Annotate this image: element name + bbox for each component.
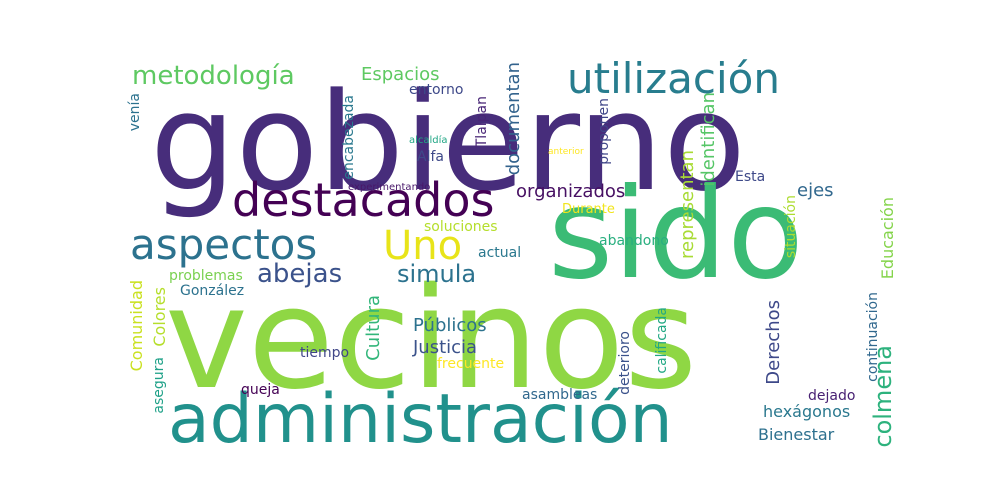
word-13: organizados <box>516 181 626 202</box>
word-26: entorno <box>409 82 464 98</box>
word-51: asambleas <box>522 387 598 403</box>
word-19: Cultura <box>363 295 384 361</box>
word-1: vecinos <box>165 258 698 421</box>
word-16: representan <box>677 150 698 259</box>
word-36: ejes <box>797 180 834 201</box>
word-6: aspectos <box>130 220 318 269</box>
word-3: administración <box>168 380 673 459</box>
word-45: tiempo <box>300 345 350 361</box>
word-9: abejas <box>257 259 343 289</box>
word-30: proponen <box>596 98 612 165</box>
word-44: continuación <box>865 292 881 382</box>
word-25: Colores <box>150 287 169 347</box>
word-10: simula <box>397 260 477 288</box>
word-28: venía <box>127 93 143 132</box>
word-18: Justicia <box>413 337 478 358</box>
word-50: asegura <box>151 357 167 414</box>
word-12: Espacios <box>361 64 440 85</box>
word-40: actual <box>478 245 522 261</box>
word-48: deterioro <box>617 331 633 395</box>
word-52: dejado <box>808 388 856 404</box>
word-21: hexágonos <box>763 402 851 421</box>
word-17: Públicos <box>413 315 487 336</box>
word-46: frecuente <box>437 356 505 372</box>
word-4: destacados <box>232 173 495 227</box>
word-8: metodología <box>132 61 295 91</box>
word-33: anterior <box>548 147 584 157</box>
word-14: documentan <box>503 62 524 176</box>
word-20: Derechos <box>763 300 784 385</box>
word-32: alcaldía <box>409 135 448 146</box>
word-22: Bienestar <box>758 425 835 444</box>
word-27: encabezada <box>341 95 357 180</box>
word-47: calificada <box>654 307 670 374</box>
word-0: gobierno <box>150 64 746 221</box>
word-2: sido <box>548 162 804 307</box>
word-34: Esta <box>735 169 766 185</box>
word-43: González <box>180 283 245 299</box>
word-29: Tlalpan <box>474 96 490 148</box>
word-15: identifican <box>698 92 719 187</box>
word-31: Alfa <box>417 149 444 165</box>
word-38: soluciones <box>424 219 498 235</box>
word-24: Comunidad <box>127 280 146 372</box>
word-35: experimentando <box>348 182 431 193</box>
word-7: Uno <box>383 223 463 269</box>
word-37: Durante <box>562 202 615 217</box>
word-39: abandono <box>599 233 669 249</box>
word-42: problemas <box>169 268 243 284</box>
word-23: Educación <box>878 197 897 280</box>
word-49: queja <box>241 382 280 398</box>
word-5: utilización <box>567 54 780 103</box>
word-41: situación <box>783 195 799 259</box>
